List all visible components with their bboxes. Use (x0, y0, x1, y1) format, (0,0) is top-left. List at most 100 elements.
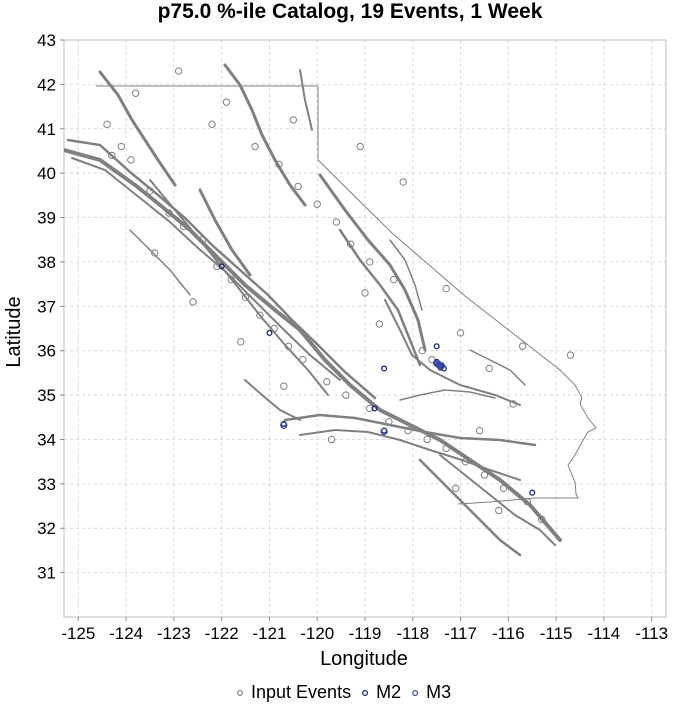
x-ticks: -125 -124 -123 -122 -121 -120 -119 -118 -117 -116… (61, 617, 668, 643)
x-axis-label: Longitude (320, 648, 408, 670)
y-axis-label: Latitude (3, 296, 25, 367)
data-point (218, 263, 225, 270)
data-point (151, 249, 159, 257)
data-point (198, 236, 207, 244)
data-point (108, 151, 116, 160)
data-point (529, 489, 536, 496)
data-point (174, 67, 183, 75)
data-point (442, 444, 450, 453)
data-point (284, 342, 293, 350)
data-point (380, 427, 388, 436)
data-point (356, 142, 364, 151)
x-tick-label: -114 (588, 624, 621, 643)
data-point (213, 262, 221, 271)
fault-trace (418, 458, 522, 557)
fault-trace (64, 148, 562, 542)
x-tick-label: -120 (300, 624, 334, 643)
data-point (404, 426, 412, 435)
data-point (475, 426, 484, 435)
legend-label: M3 (426, 682, 451, 702)
y-tick-label: 33 (37, 475, 56, 494)
y-tick-label: 35 (37, 386, 56, 405)
data-point (485, 364, 493, 373)
data-point (256, 311, 264, 319)
y-tick-label: 41 (37, 120, 56, 139)
data-point (117, 142, 126, 151)
data-point (327, 435, 336, 444)
fault-traces (64, 63, 562, 557)
data-point (423, 435, 431, 444)
state-border (96, 85, 597, 505)
series-2 (280, 359, 446, 436)
legend-marker (237, 689, 244, 696)
geo-layer (64, 63, 597, 557)
data-point (437, 362, 446, 370)
data-point (381, 365, 388, 372)
data-point (346, 240, 355, 248)
y-tick-label: 42 (37, 75, 56, 94)
x-tick-label: -115 (540, 624, 573, 643)
data-point (222, 98, 231, 106)
data-point (371, 405, 378, 412)
y-tick-label: 34 (37, 430, 56, 449)
x-tick-label: -124 (109, 624, 143, 643)
data-point (538, 515, 546, 524)
fault-trace (469, 349, 526, 386)
fault-trace (439, 454, 556, 546)
x-tick-label: -125 (61, 624, 95, 643)
data-point (280, 382, 288, 390)
legend-label: Input Events (251, 682, 351, 702)
data-point (251, 142, 259, 151)
data-point (266, 329, 273, 336)
data-point (289, 116, 298, 124)
fault-trace (399, 389, 496, 401)
data-point (241, 293, 250, 302)
y-tick-label: 32 (37, 519, 56, 538)
data-point (495, 506, 503, 515)
data-point (361, 289, 369, 297)
y-tick-label: 31 (37, 564, 56, 583)
fault-trace (389, 239, 423, 311)
data-point (270, 324, 278, 333)
data-point (366, 258, 374, 266)
data-point (323, 378, 331, 386)
fault-trace (71, 157, 341, 381)
y-tick-label: 38 (37, 253, 56, 272)
fault-trace (129, 229, 191, 296)
fault-trace (66, 138, 377, 400)
chart-title: p75.0 %-ile Catalog, 19 Events, 1 Week (158, 0, 543, 23)
data-point (332, 218, 341, 226)
data-point (523, 497, 532, 506)
data-point (146, 187, 154, 195)
data-point (433, 360, 442, 368)
data-point (275, 160, 283, 168)
data-point (452, 484, 460, 492)
fault-trace (283, 413, 537, 447)
fault-trace (384, 299, 521, 406)
data-point (208, 120, 216, 129)
data-point (389, 275, 398, 284)
data-point (299, 355, 307, 364)
fault-trace (244, 379, 301, 421)
data-point (442, 284, 450, 293)
x-tick-label: -116 (492, 624, 525, 643)
data-point (480, 471, 489, 479)
data-point (566, 351, 575, 359)
data-point (499, 484, 508, 492)
fault-trace (98, 70, 177, 187)
series-0 (103, 67, 575, 524)
grid-layer (64, 39, 666, 617)
data-point (131, 89, 140, 97)
legend-label: M2 (376, 682, 401, 702)
x-tick-label: -123 (157, 624, 191, 643)
data-point (313, 200, 321, 208)
data-point (237, 338, 245, 346)
y-tick-label: 40 (37, 164, 56, 183)
data-point (342, 391, 350, 399)
legend-marker (412, 689, 419, 696)
legend: Input Events M2 M3 (237, 682, 451, 702)
y-tick-label: 37 (37, 297, 56, 316)
data-point (294, 182, 302, 191)
data-point (509, 400, 517, 408)
